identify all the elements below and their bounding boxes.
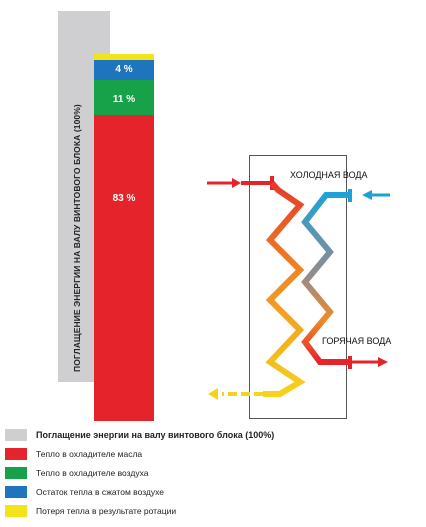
bar-segment-rotation-loss: [94, 54, 154, 60]
hot-water-label: ГОРЯЧАЯ ВОДА: [322, 336, 392, 346]
oil-outlet-arrow: [208, 388, 263, 400]
cold-water-label: ХОЛОДНАЯ ВОДА: [290, 170, 368, 180]
oil-coil-path: [263, 181, 306, 397]
cold-water-arrow: [348, 189, 390, 202]
legend-text: Тепло в охладителе масла: [36, 449, 143, 459]
legend-swatch-gray: [5, 429, 27, 441]
legend-item-air-cooler: Тепло в охладителе воздуха: [5, 466, 149, 480]
legend-item-oil-cooler: Тепло в охладителе масла: [5, 447, 142, 461]
legend-swatch-red: [5, 448, 27, 460]
legend-swatch-green: [5, 467, 27, 479]
legend-swatch-yellow: [5, 505, 27, 517]
legend-text: Тепло в охладителе воздуха: [36, 468, 149, 478]
heat-exchanger-box: [249, 155, 347, 419]
hot-water-arrow: [348, 356, 388, 369]
bar-label-air-cooler: 11 %: [112, 94, 136, 105]
legend-text: Остаток тепла в сжатом воздухе: [36, 487, 165, 497]
legend-item-total-energy: Поглащение энергии на валу винтового бло…: [5, 428, 274, 442]
bar-segment-air-cooler: 11 %: [94, 80, 154, 115]
legend-text: Потеря тепла в результате ротации: [36, 506, 177, 516]
bar-segment-compressed-air: 4 %: [94, 60, 154, 80]
bar-segment-oil-cooler: 83 %: [94, 115, 154, 421]
oil-inlet-arrow: [207, 176, 274, 190]
bar-label-compressed-air: 4 %: [115, 64, 133, 75]
water-coil-path: [301, 192, 350, 365]
legend-text: Поглащение энергии на валу винтового бло…: [36, 430, 275, 440]
legend-swatch-blue: [5, 486, 27, 498]
legend-item-compressed-air: Остаток тепла в сжатом воздухе: [5, 485, 164, 499]
bar-label-oil-cooler: 83 %: [112, 193, 136, 204]
legend-item-rotation-loss: Потеря тепла в результате ротации: [5, 504, 176, 518]
